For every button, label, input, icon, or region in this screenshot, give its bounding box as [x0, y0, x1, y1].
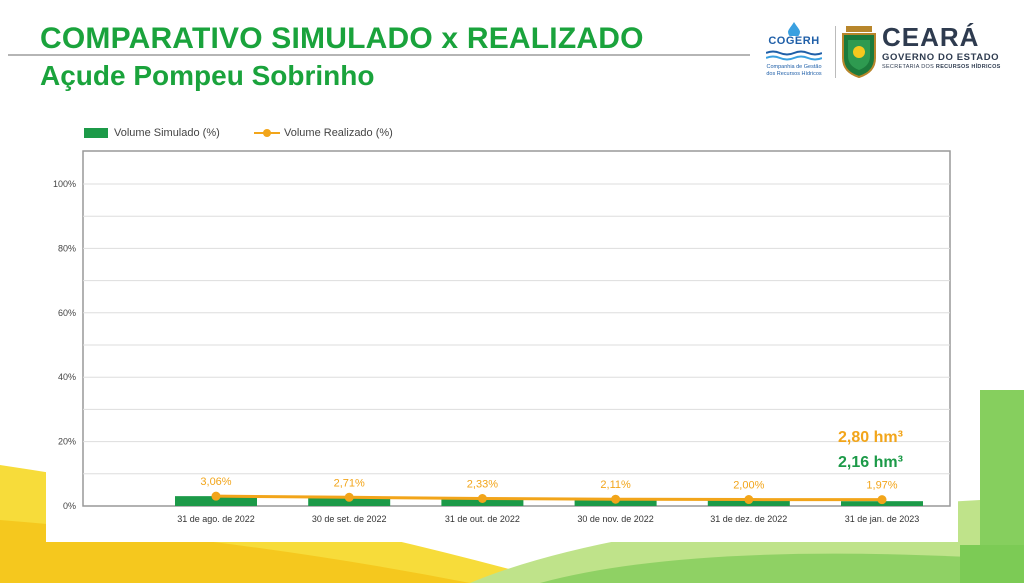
data-label-realizado: 1,97% — [866, 480, 897, 492]
point-realizado — [211, 491, 221, 501]
data-label-realizado: 3,06% — [200, 476, 231, 488]
y-tick-label: 0% — [63, 501, 76, 511]
waves-icon — [766, 50, 822, 61]
annotation-realizado-volume: 2,80 hm³ — [838, 429, 903, 446]
page-title: COMPARATIVO SIMULADO x REALIZADO — [40, 22, 644, 55]
x-tick-label: 30 de nov. de 2022 — [577, 514, 653, 524]
water-drop-icon — [788, 22, 800, 36]
y-tick-label: 100% — [53, 179, 76, 189]
y-tick-label: 80% — [58, 243, 76, 253]
logos: COGERH Companhia de Gestão dos Recursos … — [758, 22, 1004, 82]
point-realizado — [744, 495, 754, 505]
y-tick-label: 60% — [58, 308, 76, 318]
data-label-realizado: 2,33% — [467, 478, 498, 490]
line-realizado — [215, 494, 883, 502]
page-subtitle: Açude Pompeu Sobrinho — [40, 60, 375, 91]
x-tick-label: 31 de out. de 2022 — [445, 514, 520, 524]
y-tick-label: 20% — [58, 437, 76, 447]
point-realizado — [344, 492, 354, 502]
legend-swatch-line — [254, 129, 280, 137]
cogerh-logo: COGERH Companhia de Gestão dos Recursos … — [758, 22, 830, 82]
x-tick-label: 31 de jan. de 2023 — [845, 514, 920, 524]
annotation-simulado-volume: 2,16 hm³ — [838, 454, 903, 471]
x-tick-label: 31 de ago. de 2022 — [177, 514, 255, 524]
point-realizado — [611, 494, 621, 504]
data-label-realizado: 2,71% — [334, 477, 365, 489]
data-label-realizado: 2,00% — [733, 480, 764, 492]
y-tick-label: 40% — [58, 372, 76, 382]
x-tick-label: 31 de dez. de 2022 — [710, 514, 787, 524]
ceara-logo: CEARÁ GOVERNO DO ESTADO SECRETARIA DOS R… — [882, 22, 1001, 70]
state-crest-icon — [842, 26, 876, 78]
point-realizado — [877, 495, 887, 505]
point-realizado — [477, 493, 487, 503]
x-tick-label: 30 de set. de 2022 — [312, 514, 387, 524]
legend-swatch-bar — [84, 128, 108, 138]
bar-simulado — [175, 496, 257, 506]
data-label-realizado: 2,11% — [600, 479, 631, 491]
title-divider — [8, 54, 750, 56]
plot-area — [82, 150, 951, 507]
logo-divider — [835, 26, 836, 78]
